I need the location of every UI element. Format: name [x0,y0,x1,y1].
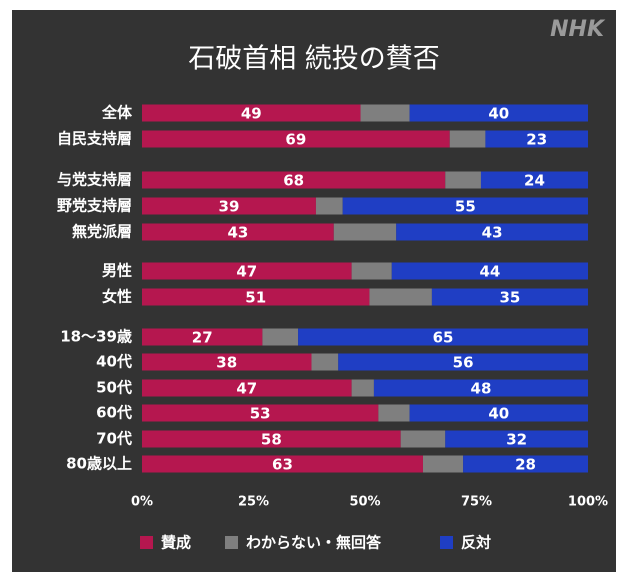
data-label: 56 [453,354,474,372]
category-label: 全体 [101,104,133,122]
category-label: 自民支持層 [57,130,132,148]
bar-segment [142,223,334,241]
data-label: 24 [524,172,545,190]
category-label: 男性 [102,262,132,280]
bar-segment [142,288,370,306]
bar-segment [351,379,374,397]
category-label: 40代 [96,353,132,371]
bar-segment [449,130,486,148]
data-label: 39 [219,198,240,216]
bar-segment [360,104,410,122]
data-label: 47 [236,263,257,281]
bar-segment [445,171,481,189]
category-label: 無党派層 [72,223,132,241]
data-label: 32 [506,431,527,449]
bar-segment [142,455,423,473]
x-tick-label: 100% [568,495,608,510]
category-label: 50代 [96,379,132,397]
bar-segment [142,262,352,280]
bar-segment [338,353,588,371]
data-label: 49 [241,105,262,123]
data-label: 51 [245,289,266,307]
data-label: 35 [500,289,521,307]
legend-swatch [225,536,238,549]
x-tick-label: 0% [131,495,153,510]
bar-segment [351,262,392,280]
bar-segment [391,262,588,280]
data-label: 63 [272,456,293,474]
data-label: 28 [515,456,536,474]
bar-segment [142,104,361,122]
bar-segment [373,379,588,397]
bar-segment [311,353,339,371]
bar-segment [298,328,588,346]
data-label: 58 [261,431,282,449]
bar-segment [142,171,446,189]
bar-segment [431,288,588,306]
bar-segment [142,353,312,371]
x-tick-label: 50% [349,495,380,510]
legend-swatch [140,536,153,549]
data-label: 43 [482,224,503,242]
logo: NHK [550,17,606,42]
bar-segment [378,404,410,422]
data-label: 69 [285,131,306,149]
category-label: 野党支持層 [57,197,132,215]
data-label: 44 [479,263,500,281]
bar-segment [262,328,299,346]
category-label: 80歳以上 [66,455,132,473]
data-label: 65 [433,329,454,347]
data-label: 48 [471,380,492,398]
x-tick-label: 25% [238,495,269,510]
bar-segment [409,404,588,422]
bar-segment [422,455,464,473]
bar-segment [142,404,379,422]
data-label: 40 [488,105,509,123]
bar-segment [369,288,432,306]
bar-segment [409,104,588,122]
data-label: 55 [455,198,476,216]
category-label: 70代 [96,430,132,448]
data-label: 53 [250,405,271,423]
category-label: 60代 [96,404,132,422]
data-label: 43 [227,224,248,242]
category-label: 18〜39歳 [60,328,132,346]
bar-segment [142,130,450,148]
bar-segment [333,223,397,241]
category-label: 女性 [102,288,132,306]
bar-segment [342,197,588,215]
bar-segment [142,328,263,346]
x-tick-label: 75% [461,495,492,510]
data-label: 27 [192,329,213,347]
bar-segment [142,379,352,397]
bar-segment [463,455,588,473]
data-label: 23 [526,131,547,149]
data-label: 38 [216,354,237,372]
chart-title: 石破首相 続投の賛否 [188,44,440,75]
legend-label: 賛成 [161,534,191,552]
bar-segment [142,430,401,448]
data-label: 47 [236,380,257,398]
legend-label: わからない・無回答 [246,534,382,552]
bar-segment [315,197,343,215]
data-label: 40 [488,405,509,423]
data-label: 68 [283,172,304,190]
category-label: 与党支持層 [57,171,132,189]
bar-segment [485,130,588,148]
bar-segment [396,223,588,241]
bar-segment [445,430,588,448]
bar-segment [142,197,316,215]
legend-label: 反対 [461,534,491,552]
legend-swatch [440,536,453,549]
bar-segment [400,430,446,448]
bar-segment [480,171,588,189]
